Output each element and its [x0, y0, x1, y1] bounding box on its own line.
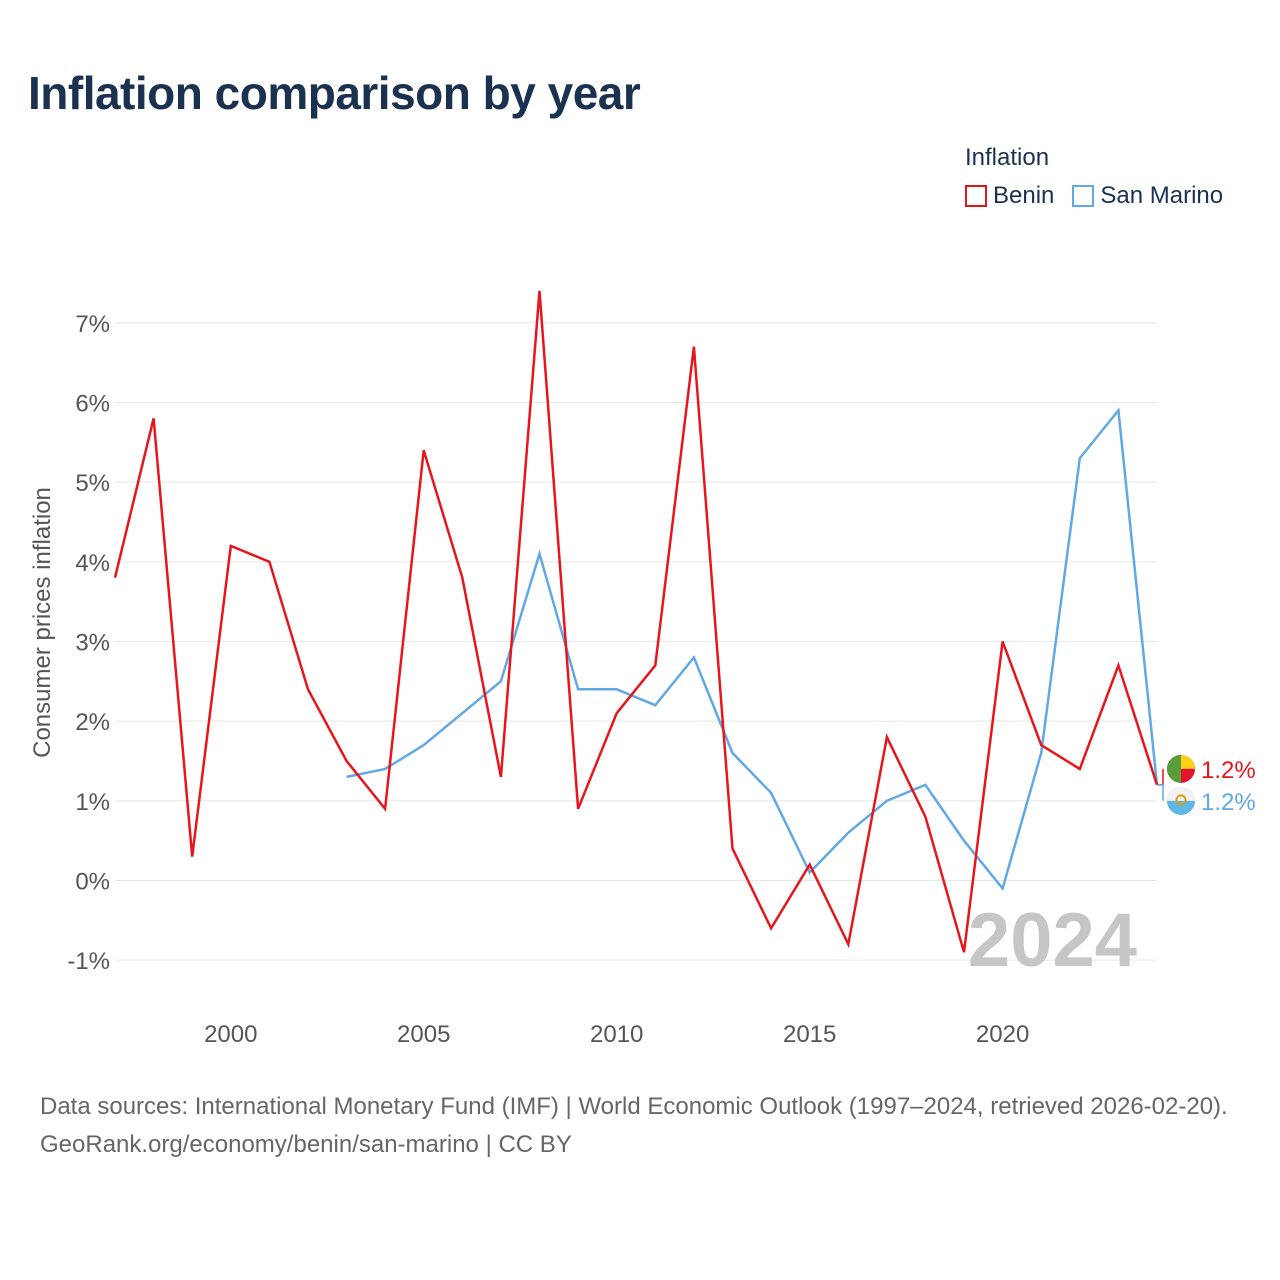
- chart-title: Inflation comparison by year: [28, 67, 641, 119]
- y-tick-label: 3%: [75, 629, 110, 656]
- credit-line: GeoRank.org/economy/benin/san-marino | C…: [40, 1131, 572, 1158]
- x-tick-label: 2015: [783, 1021, 836, 1048]
- benin-flag-icon-yellow: [1181, 754, 1195, 769]
- x-tick-label: 2010: [590, 1021, 643, 1048]
- legend-label-san-marino: San Marino: [1100, 182, 1224, 209]
- year-watermark: 2024: [968, 898, 1137, 983]
- series-line-san-marino: [346, 407, 1159, 892]
- benin-flag-icon-green: [1167, 754, 1181, 783]
- end-connector-san-marino: [1157, 784, 1164, 801]
- y-tick-label: 0%: [75, 868, 110, 895]
- y-tick-label: 5%: [75, 470, 110, 497]
- line-chart: -1% 0% 1% 2% 3% 4% 5% 6% 7% 2000 2005 2010 2015 2020 C…: [29, 290, 1256, 1048]
- y-tick-label: 7%: [75, 311, 110, 338]
- footer: Data sources: International Monetary Fun…: [40, 1088, 1250, 1164]
- y-axis-label: Consumer prices inflation: [29, 487, 56, 758]
- y-tick-label: 2%: [75, 709, 110, 736]
- y-tick-label: 1%: [75, 789, 110, 816]
- x-tick-label: 2020: [976, 1021, 1029, 1048]
- legend-item-san-marino[interactable]: San Marino: [1072, 182, 1223, 210]
- legend: Inflation Benin San Marino: [965, 144, 1223, 210]
- end-value-label-san-marino: 1.2%: [1201, 789, 1256, 816]
- end-value-label-benin: 1.2%: [1201, 757, 1256, 784]
- san-marino-flag-icon-white: [1167, 786, 1195, 801]
- legend-item-benin[interactable]: Benin: [965, 182, 1054, 210]
- legend-title: Inflation: [965, 144, 1050, 171]
- san-marino-flag-icon-crest: [1175, 794, 1187, 806]
- y-tick-label: 4%: [75, 550, 110, 577]
- legend-swatch-benin: [965, 185, 987, 207]
- legend-label-benin: Benin: [993, 182, 1055, 209]
- y-tick-label: 6%: [75, 390, 110, 417]
- series-line-benin: [113, 290, 1159, 953]
- data-sources: Data sources: International Monetary Fun…: [40, 1093, 1228, 1120]
- legend-swatch-san-marino: [1072, 185, 1095, 207]
- x-tick-label: 2000: [204, 1021, 257, 1048]
- x-tick-label: 2005: [397, 1021, 450, 1048]
- y-tick-label: -1%: [67, 948, 110, 975]
